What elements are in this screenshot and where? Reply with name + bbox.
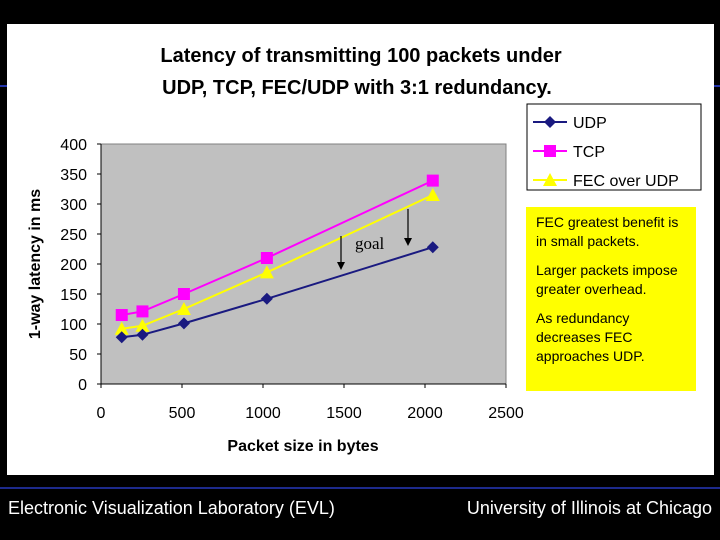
data-point-fec-over-udp [259,265,274,279]
x-tick-label: 500 [169,405,196,422]
legend-marker-fec-over-udp [543,173,557,186]
x-tick-label: 2000 [407,405,443,422]
data-point-udp [136,328,149,341]
data-point-udp [177,317,190,330]
x-axis-label: Packet size in bytes [227,438,378,455]
y-tick-label: 400 [60,137,87,154]
goal-arrow-left-head [337,262,345,270]
y-tick-label: 250 [60,227,87,244]
legend-label-fec-over-udp: FEC over UDP [573,173,679,190]
data-point-tcp [115,309,128,321]
note-larger-packets: Larger packets impose greater overhead. [536,262,678,297]
x-tick-label: 2500 [488,405,524,422]
footer-lab-name: Electronic Visualization Laboratory (EVL… [8,498,335,518]
data-point-fec-over-udp [425,188,440,201]
y-tick-label: 300 [60,197,87,214]
data-point-tcp [136,305,149,318]
y-tick-label: 350 [60,167,87,184]
data-point-udp [426,241,439,254]
y-tick-label: 0 [78,377,87,394]
y-tick-label: 50 [69,347,87,364]
data-point-udp [115,331,128,344]
data-point-fec-over-udp [135,318,150,332]
chart-title-line1: Latency of transmitting 100 packets unde… [160,45,561,67]
plot-area [100,143,507,385]
top-accent-line-left [0,85,8,87]
legend-marker-udp [544,116,556,128]
data-point-tcp [426,174,439,187]
data-point-fec-over-udp [114,321,129,335]
x-tick-label: 1000 [245,405,281,422]
legend-marker-tcp [544,145,556,157]
notes-callout: FEC greatest benefit is in small packets… [526,207,696,391]
data-point-tcp [177,288,190,300]
legend-label-tcp: TCP [573,144,605,161]
note-fec-benefit: FEC greatest benefit is in small packets… [536,214,679,249]
legend-label-udp: UDP [573,115,607,132]
goal-arrow-right-head [404,238,412,246]
y-tick-label: 100 [60,317,87,334]
y-axis-label: 1-way latency in ms [27,189,44,339]
chart-title-line2: UDP, TCP, FEC/UDP with 3:1 redundancy. [162,77,552,99]
y-tick-label: 150 [60,287,87,304]
footer-university: University of Illinois at Chicago [466,498,712,518]
footer-divider [0,487,720,489]
top-accent-line-right [712,85,720,87]
y-tick-label: 200 [60,257,87,274]
data-point-fec-over-udp [176,302,191,315]
note-redundancy: As redundancy decreases FEC approaches U… [536,310,645,364]
x-tick-label: 0 [97,405,106,422]
x-tick-label: 1500 [326,405,362,422]
goal-label: goal [355,234,385,253]
data-point-udp [260,292,273,305]
data-point-tcp [260,252,273,264]
